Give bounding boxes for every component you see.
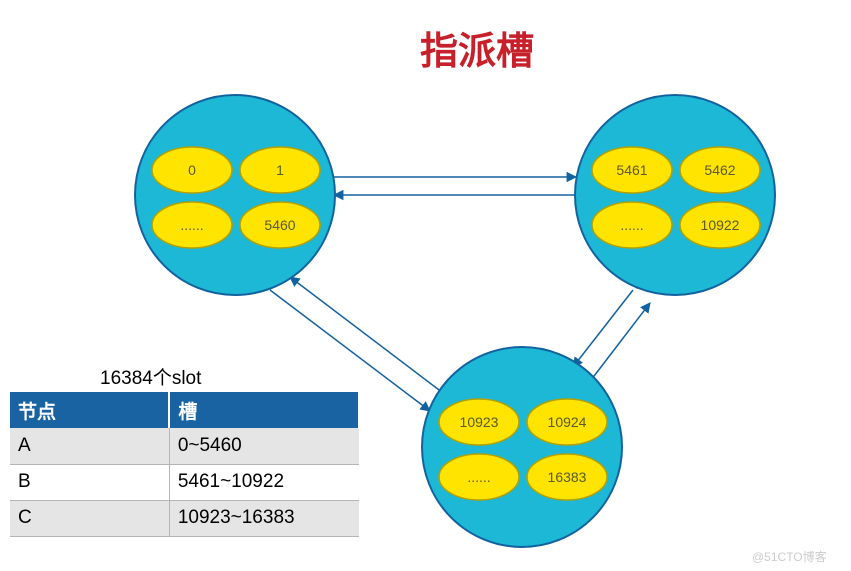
table-caption: 16384个slot [100, 363, 201, 390]
table-header-row: 节点槽 [10, 392, 359, 428]
slot-label: 5460 [264, 217, 295, 233]
slot-label: 10922 [701, 217, 740, 233]
table-row: A0~5460 [10, 428, 359, 464]
slot-label: ...... [467, 469, 490, 485]
slot-label: 16383 [548, 469, 587, 485]
watermark: @51CTO博客 [752, 548, 827, 565]
table-cell: 10923~16383 [169, 500, 359, 536]
table-body: A0~5460B5461~10922C10923~16383 [10, 428, 359, 536]
slot-assignment-table: 节点槽 A0~5460B5461~10922C10923~16383 [10, 392, 360, 537]
edge-arrow [573, 290, 633, 367]
cluster-node-C: 10923 10924...... 16383 [422, 347, 622, 547]
table-row: B5461~10922 [10, 464, 359, 500]
edge-arrow [290, 277, 447, 396]
cluster-node-A: 0 1...... 5460 [135, 95, 335, 295]
table-header-cell: 节点 [10, 392, 169, 428]
table-row: C10923~16383 [10, 500, 359, 536]
table-cell: C [10, 500, 169, 536]
table-cell: 0~5460 [169, 428, 359, 464]
slot-label: 0 [188, 162, 196, 178]
cluster-node-B: 5461 5462...... 10922 [575, 95, 775, 295]
slot-label: ...... [180, 217, 203, 233]
slot-label: 5461 [616, 162, 647, 178]
table-cell: 5461~10922 [169, 464, 359, 500]
slot-label: 1 [276, 162, 284, 178]
table-cell: B [10, 464, 169, 500]
slot-label: 10923 [460, 414, 499, 430]
table-cell: A [10, 428, 169, 464]
slot-label: 10924 [548, 414, 587, 430]
table-header-cell: 槽 [169, 392, 359, 428]
edge-arrow [591, 303, 650, 380]
slot-label: ...... [620, 217, 643, 233]
slot-label: 5462 [704, 162, 735, 178]
